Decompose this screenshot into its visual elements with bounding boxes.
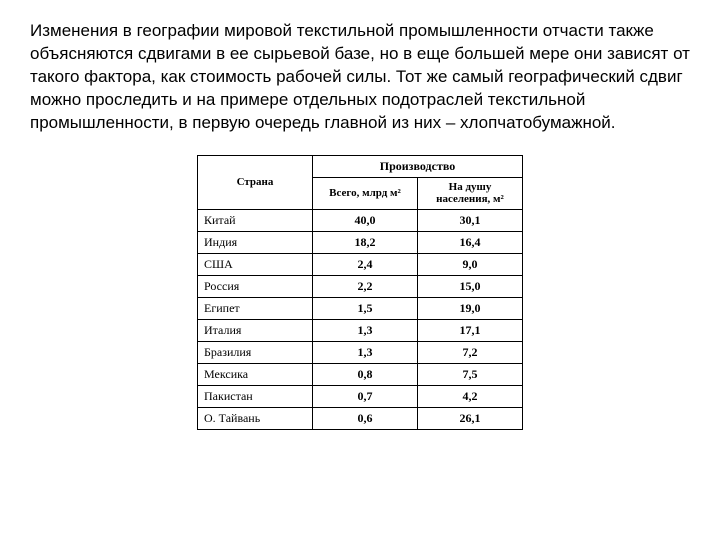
cell-country: Индия: [198, 231, 313, 253]
table-row: О. Тайвань0,626,1: [198, 407, 523, 429]
table-row: Египет1,519,0: [198, 297, 523, 319]
table-row: Китай40,030,1: [198, 209, 523, 231]
cell-total: 2,4: [313, 253, 418, 275]
table-row: Индия18,216,4: [198, 231, 523, 253]
cell-percap: 7,2: [418, 341, 523, 363]
cell-total: 0,8: [313, 363, 418, 385]
cell-percap: 16,4: [418, 231, 523, 253]
cell-country: Мексика: [198, 363, 313, 385]
header-total: Всего, млрд м²: [313, 177, 418, 209]
cell-total: 1,5: [313, 297, 418, 319]
cell-percap: 26,1: [418, 407, 523, 429]
cell-total: 0,7: [313, 385, 418, 407]
table-row: Россия2,215,0: [198, 275, 523, 297]
table-row: США2,49,0: [198, 253, 523, 275]
table-row: Пакистан0,74,2: [198, 385, 523, 407]
cell-total: 40,0: [313, 209, 418, 231]
cell-total: 18,2: [313, 231, 418, 253]
table-row: Бразилия1,37,2: [198, 341, 523, 363]
header-percap: На душу населения, м²: [418, 177, 523, 209]
cell-country: О. Тайвань: [198, 407, 313, 429]
cell-percap: 9,0: [418, 253, 523, 275]
cell-total: 1,3: [313, 319, 418, 341]
header-production: Производство: [313, 155, 523, 177]
table-row: Мексика0,87,5: [198, 363, 523, 385]
cell-country: Россия: [198, 275, 313, 297]
table-body: Китай40,030,1Индия18,216,4США2,49,0Росси…: [198, 209, 523, 429]
cell-country: Бразилия: [198, 341, 313, 363]
cell-total: 1,3: [313, 341, 418, 363]
table-row: Италия1,317,1: [198, 319, 523, 341]
table-container: Страна Производство Всего, млрд м² На ду…: [30, 155, 690, 430]
cell-percap: 7,5: [418, 363, 523, 385]
production-table: Страна Производство Всего, млрд м² На ду…: [197, 155, 523, 430]
cell-percap: 19,0: [418, 297, 523, 319]
intro-paragraph: Изменения в географии мировой текстильно…: [30, 20, 690, 135]
cell-percap: 30,1: [418, 209, 523, 231]
cell-country: Египет: [198, 297, 313, 319]
cell-total: 0,6: [313, 407, 418, 429]
cell-country: Китай: [198, 209, 313, 231]
cell-country: Пакистан: [198, 385, 313, 407]
cell-percap: 4,2: [418, 385, 523, 407]
header-country: Страна: [198, 155, 313, 209]
cell-total: 2,2: [313, 275, 418, 297]
cell-percap: 17,1: [418, 319, 523, 341]
cell-country: США: [198, 253, 313, 275]
cell-country: Италия: [198, 319, 313, 341]
cell-percap: 15,0: [418, 275, 523, 297]
